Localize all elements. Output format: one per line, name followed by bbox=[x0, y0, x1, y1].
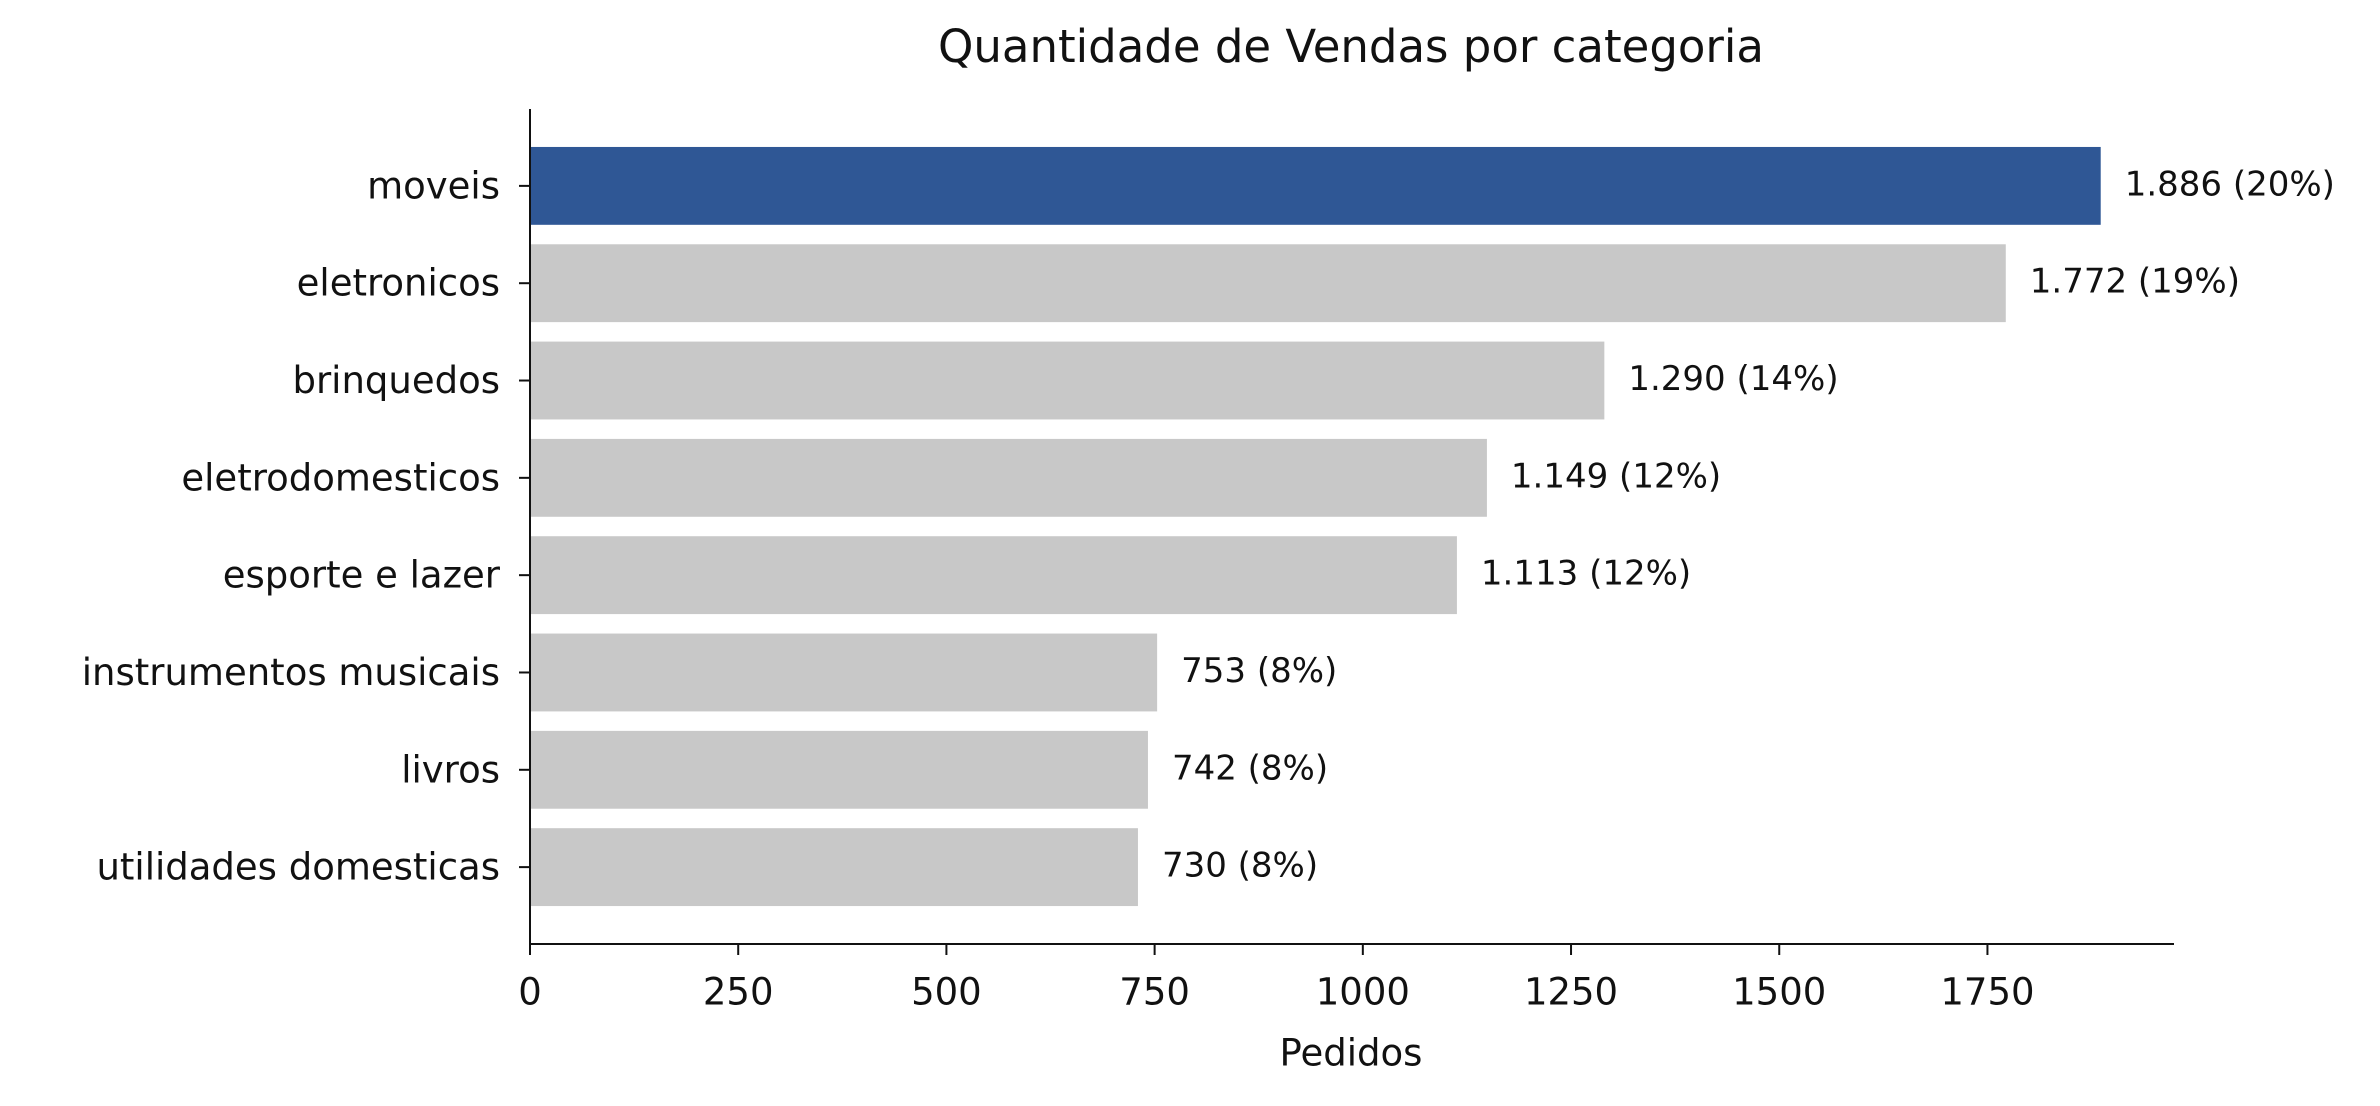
y-tick-label: livros bbox=[401, 748, 500, 791]
value-label: 1.772 (19%) bbox=[2030, 262, 2240, 302]
x-axis-label: Pedidos bbox=[1280, 1032, 1423, 1075]
value-label: 1.886 (20%) bbox=[2125, 164, 2335, 204]
y-tick-label: moveis bbox=[367, 164, 500, 207]
x-tick-label: 250 bbox=[703, 971, 774, 1014]
bar bbox=[530, 730, 1148, 809]
y-tick-label: instrumentos musicais bbox=[82, 651, 500, 694]
y-tick-label: esporte e lazer bbox=[223, 554, 501, 597]
x-tick-label: 1500 bbox=[1732, 971, 1826, 1014]
x-tick-label: 0 bbox=[518, 971, 542, 1014]
value-label: 753 (8%) bbox=[1181, 651, 1337, 691]
x-tick-label: 1250 bbox=[1524, 971, 1618, 1014]
bar bbox=[530, 244, 2006, 323]
value-label: 730 (8%) bbox=[1162, 846, 1318, 886]
value-label: 1.290 (14%) bbox=[1628, 359, 1838, 399]
bar bbox=[530, 536, 1457, 615]
chart-title: Quantidade de Vendas por categoria bbox=[938, 20, 1764, 73]
bar bbox=[530, 438, 1487, 517]
bar bbox=[530, 828, 1138, 907]
x-tick-label: 750 bbox=[1119, 971, 1190, 1014]
x-tick-label: 500 bbox=[911, 971, 982, 1014]
y-tick-label: eletrodomesticos bbox=[181, 456, 500, 499]
value-label: 1.113 (12%) bbox=[1481, 554, 1691, 594]
bar bbox=[530, 341, 1605, 420]
bar bbox=[530, 146, 2101, 225]
y-tick-label: eletronicos bbox=[297, 262, 500, 305]
y-tick-label: utilidades domesticas bbox=[96, 846, 500, 889]
value-label: 1.149 (12%) bbox=[1511, 456, 1721, 496]
value-label: 742 (8%) bbox=[1172, 748, 1328, 788]
x-tick-label: 1000 bbox=[1316, 971, 1410, 1014]
y-tick-label: brinquedos bbox=[292, 359, 500, 402]
x-tick-label: 1750 bbox=[1940, 971, 2034, 1014]
bar bbox=[530, 633, 1158, 712]
